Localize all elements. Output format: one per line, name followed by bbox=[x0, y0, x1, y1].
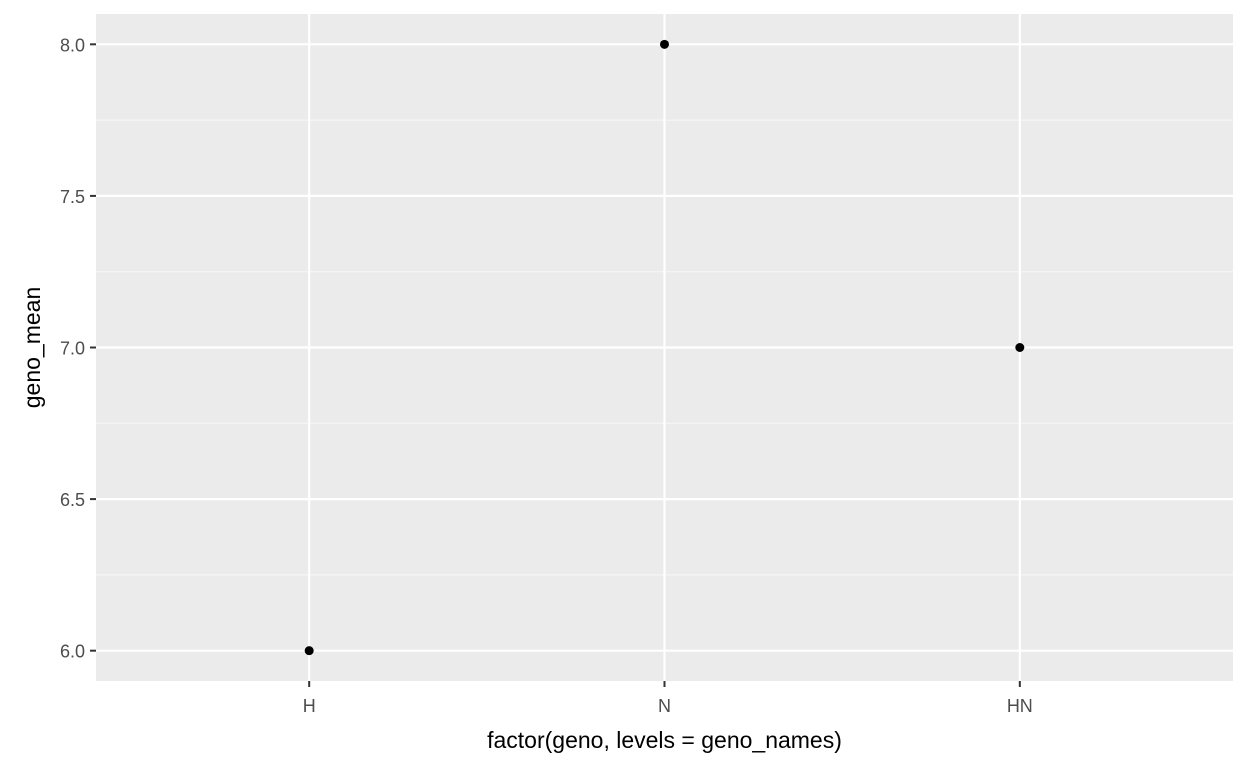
y-axis-title: geno_mean bbox=[19, 287, 45, 409]
y-tick-label: 6.0 bbox=[60, 642, 85, 662]
x-axis-title: factor(geno, levels = geno_names) bbox=[487, 727, 842, 753]
data-points bbox=[304, 39, 1025, 656]
y-tick-label: 7.0 bbox=[60, 339, 85, 359]
y-tick-label: 7.5 bbox=[60, 187, 85, 207]
x-tick-label: N bbox=[658, 696, 671, 716]
x-axis-tick-labels: H N HN bbox=[303, 696, 1033, 716]
y-tick-label: 8.0 bbox=[60, 35, 85, 55]
y-axis-tick-labels: 6.0 6.5 7.0 7.5 8.0 bbox=[60, 35, 85, 661]
y-tick-label: 6.5 bbox=[60, 490, 85, 510]
data-point bbox=[660, 39, 669, 49]
x-tick-label: H bbox=[303, 696, 316, 716]
x-tick-label: HN bbox=[1007, 696, 1033, 716]
data-point bbox=[304, 646, 314, 656]
data-point bbox=[1015, 343, 1025, 352]
major-gridlines bbox=[96, 14, 1233, 681]
axis-ticks bbox=[90, 43, 1021, 687]
